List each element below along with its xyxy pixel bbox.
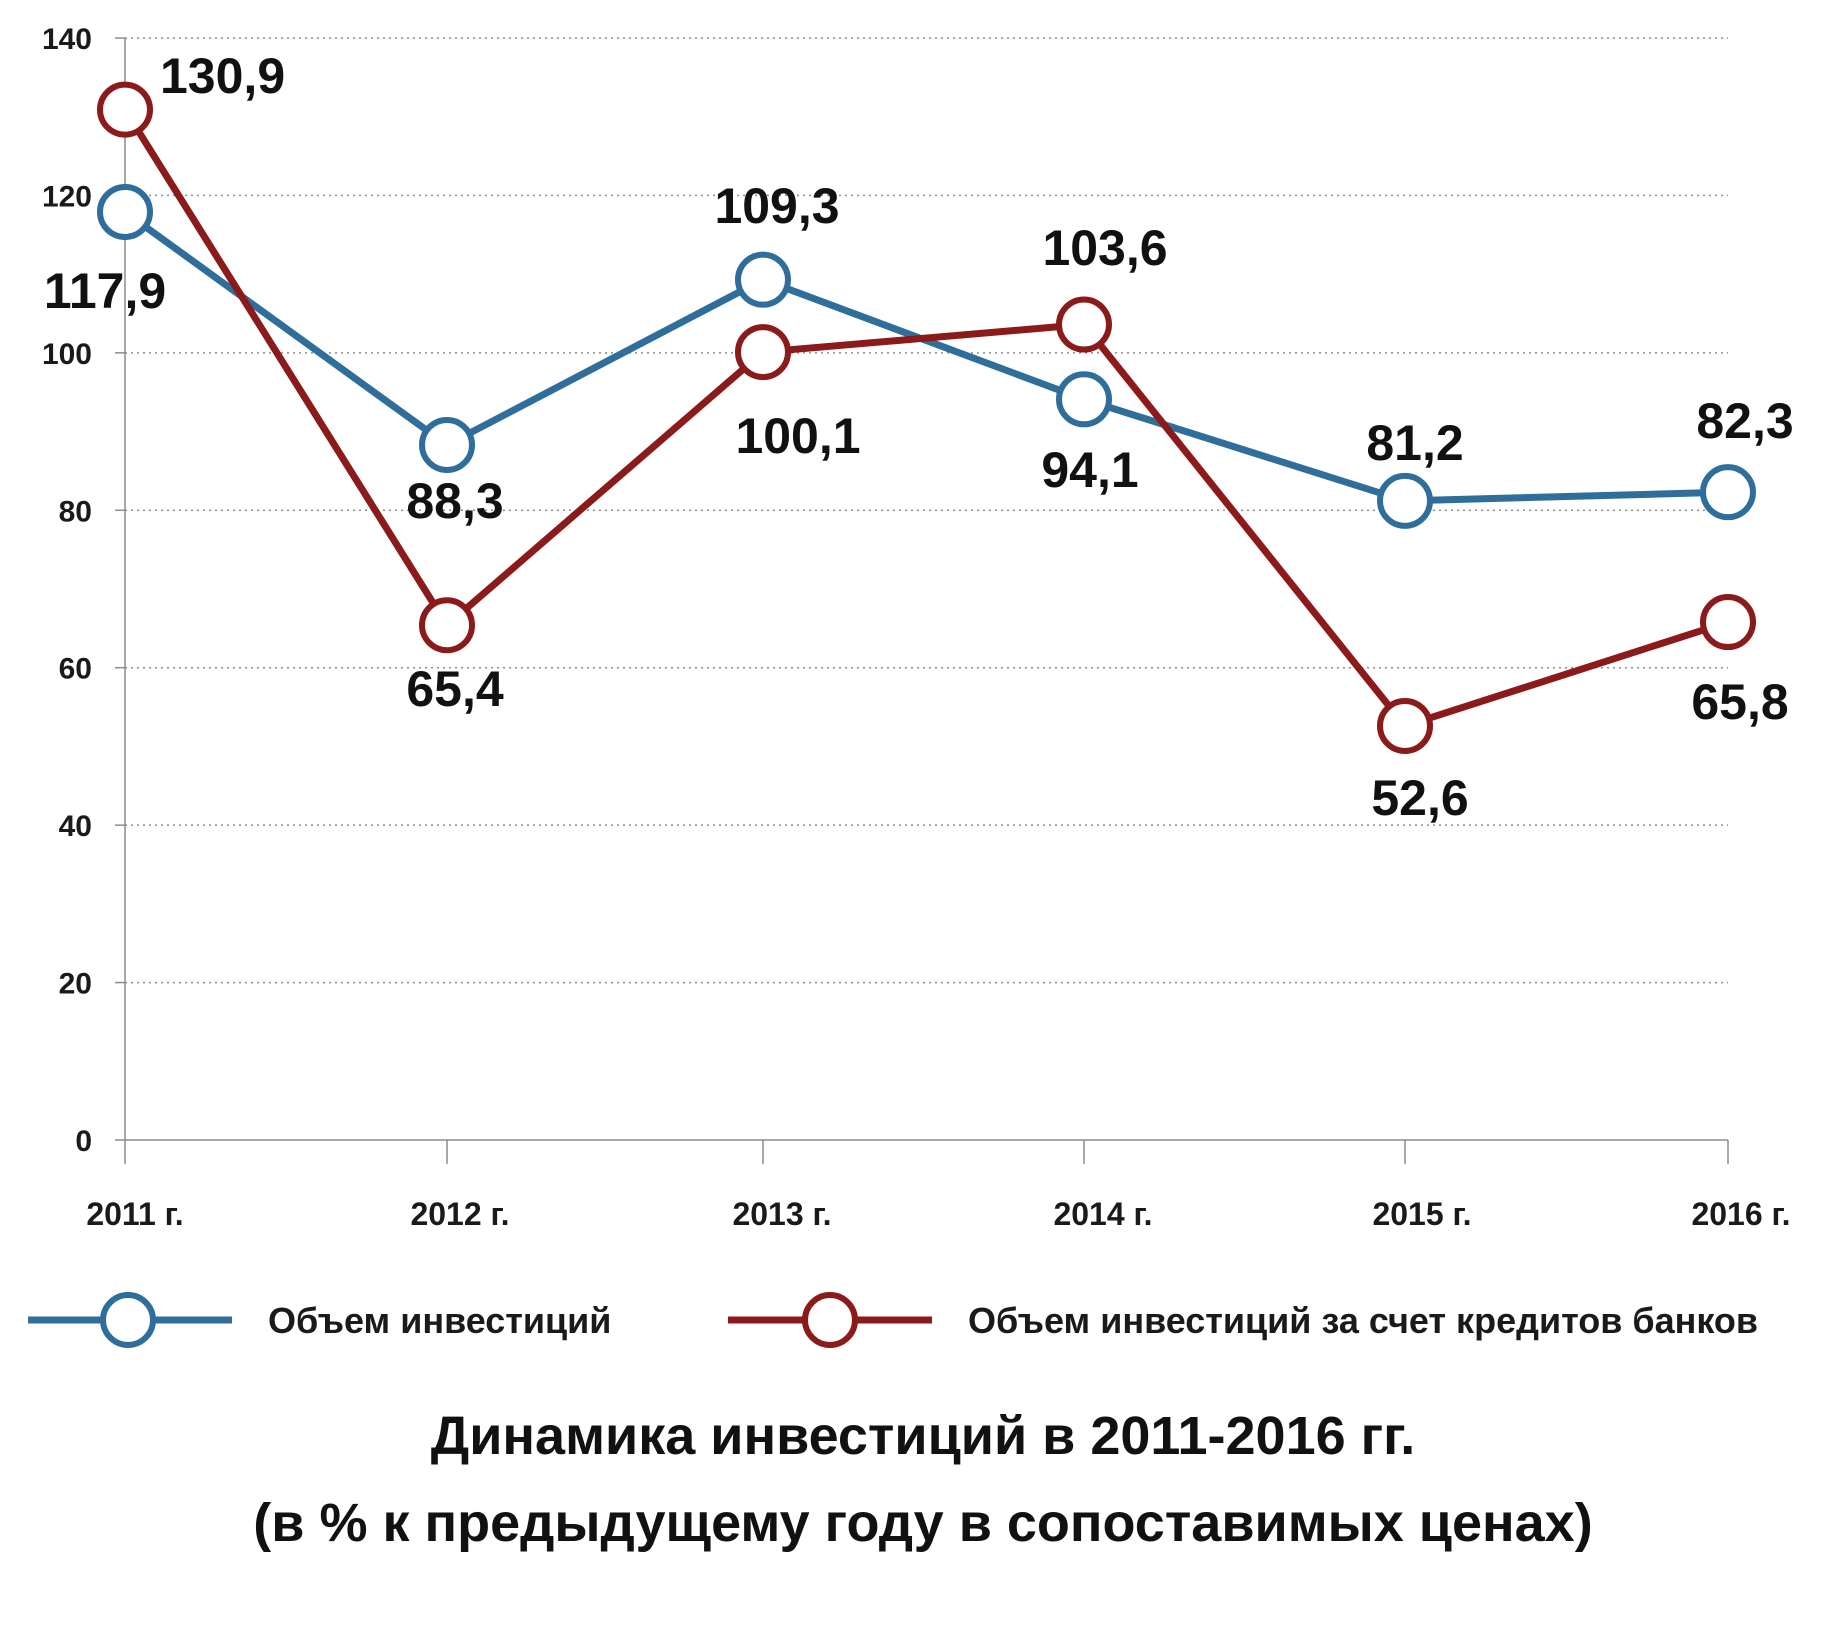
data-label: 65,4 [406, 661, 504, 717]
data-label: 52,6 [1371, 770, 1468, 826]
x-tick-label: 2015 г. [1372, 1196, 1471, 1232]
y-tick-label: 80 [59, 495, 92, 528]
y-tick-label: 120 [42, 180, 92, 213]
data-point [1377, 472, 1433, 529]
data-point [1056, 296, 1112, 353]
x-tick-label: 2011 г. [86, 1196, 183, 1232]
series-line-1 [122, 209, 1729, 505]
legend-label: Объем инвестиций за счет кредитов банков [968, 1300, 1758, 1341]
y-tick-label: 60 [59, 653, 92, 686]
data-point [735, 324, 791, 381]
data-point [1377, 697, 1433, 754]
y-tick-label: 100 [42, 338, 92, 371]
y-tick-label: 20 [59, 968, 92, 1001]
legend-item-1: Объем инвестиций [28, 1292, 611, 1348]
legend-marker [802, 1292, 858, 1348]
chart-subtitle: (в % к предыдущему году в сопоставимых ц… [253, 1493, 1593, 1553]
data-label: 100,1 [735, 408, 860, 464]
legend-marker [100, 1292, 156, 1348]
data-label: 65,8 [1691, 674, 1788, 730]
axes: 0 20 40 60 80 100 120 140 2011 г. 2012 г. 2013 г. 2… [42, 23, 1791, 1232]
data-point [419, 597, 475, 654]
series-line-2 [122, 107, 1730, 730]
y-tick-label: 40 [59, 810, 92, 843]
data-point [1700, 594, 1756, 651]
series-layer [97, 81, 1756, 754]
data-point [735, 251, 791, 308]
data-point [1056, 371, 1112, 428]
data-label: 109,3 [714, 178, 839, 234]
legend-label: Объем инвестиций [268, 1300, 611, 1341]
data-label: 117,9 [44, 263, 166, 319]
data-point [419, 416, 475, 473]
data-label: 81,2 [1366, 415, 1463, 471]
y-tick-label: 140 [42, 23, 92, 56]
chart-title: Динамика инвестиций в 2011-2016 гг. [430, 1406, 1416, 1466]
legend-item-2: Объем инвестиций за счет кредитов банков [728, 1292, 1758, 1348]
data-label: 94,1 [1041, 442, 1138, 498]
data-label: 88,3 [406, 473, 503, 529]
grid-lines [125, 37, 1728, 984]
data-point [1700, 464, 1756, 521]
x-tick-label: 2012 г. [410, 1196, 509, 1232]
data-point [97, 81, 153, 138]
data-label: 82,3 [1696, 393, 1793, 449]
x-tick-label: 2013 г. [732, 1196, 831, 1232]
data-labels: 117,9 88,3 109,3 94,1 81,2 82,3 130,9 65,4 100,1… [44, 48, 1794, 826]
legend: Объем инвестиций Объем инвестиций за счет… [28, 1292, 1758, 1348]
data-point [97, 183, 153, 240]
y-tick-label: 0 [75, 1125, 92, 1158]
x-tick-label: 2014 г. [1053, 1196, 1152, 1232]
data-label: 130,9 [160, 48, 285, 104]
data-label: 103,6 [1042, 220, 1167, 276]
x-tick-label: 2016 г. [1691, 1196, 1790, 1232]
